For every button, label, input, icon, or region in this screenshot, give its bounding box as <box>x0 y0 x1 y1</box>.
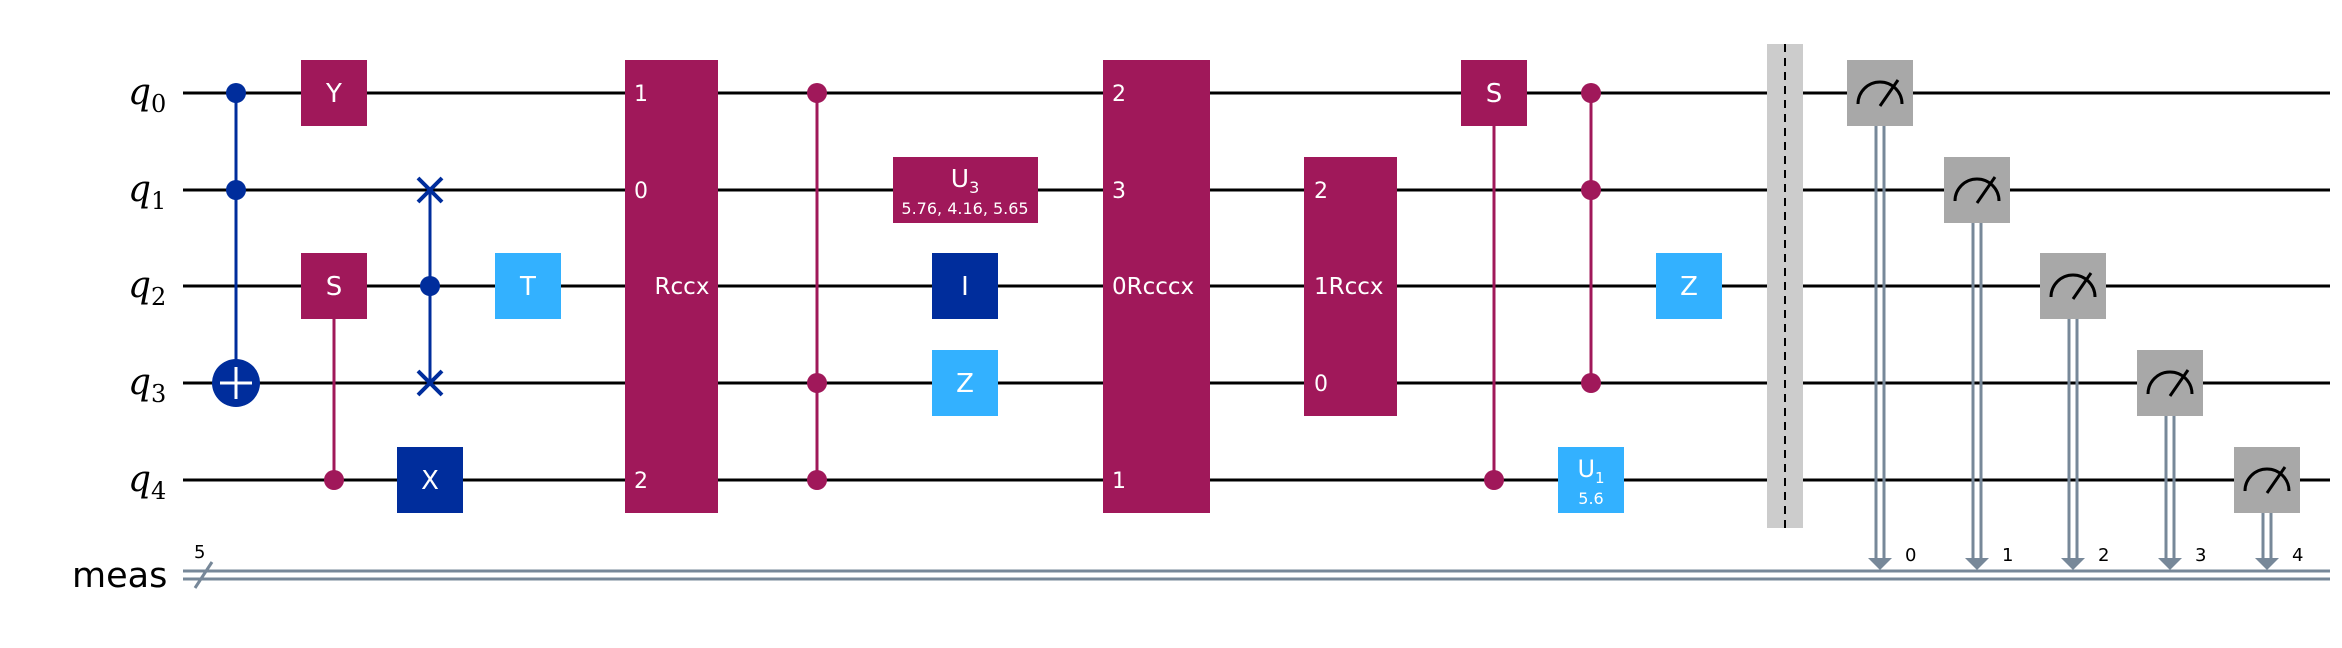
measure-gate-1: 1 <box>1944 157 2013 570</box>
mcx-gate <box>212 83 260 407</box>
gate-label: 1Rccx <box>1314 274 1384 300</box>
fredkin-gate <box>416 176 444 397</box>
z-gate: Z <box>932 350 998 416</box>
svg-text:I: I <box>961 272 969 302</box>
u1-gate: U1 5.6 <box>1558 447 1624 513</box>
qubit-label-index: 3 <box>151 380 166 408</box>
control-dot <box>1581 180 1601 200</box>
bundle-slash <box>193 561 214 589</box>
rcccx-gate: 2 3 1 0Rcccx <box>1103 60 1210 513</box>
rccx-gate: 1 0 2 Rccx <box>625 60 718 513</box>
control-dot <box>807 470 827 490</box>
gate-label-sub: 3 <box>969 178 979 197</box>
y-gate: Y <box>301 60 367 126</box>
controlled-s-gate-2: S <box>1461 60 1527 490</box>
swap-cross-icon <box>416 176 444 204</box>
gate-label: 0Rcccx <box>1112 274 1194 300</box>
svg-text:U3: U3 <box>951 164 980 197</box>
svg-text:q0: q0 <box>128 72 166 118</box>
meter-icon <box>2243 466 2291 494</box>
control-dot <box>324 470 344 490</box>
t-gate: T <box>495 253 561 319</box>
svg-text:q2: q2 <box>128 265 166 311</box>
svg-text:S: S <box>1486 79 1503 109</box>
svg-text:q3: q3 <box>128 362 166 408</box>
measure-gate-2: 2 <box>2040 253 2109 570</box>
svg-text:Z: Z <box>956 369 974 399</box>
pin-label: 1 <box>634 82 648 107</box>
measure-gate-4: 4 <box>2234 447 2303 570</box>
svg-text:T: T <box>519 272 536 302</box>
measure-gate-0: 0 <box>1847 60 1916 570</box>
qubit-label-name: q <box>128 72 151 113</box>
qubit-label-index: 1 <box>151 187 166 215</box>
qubit-label-index: 2 <box>151 283 166 311</box>
pin-label: 0 <box>1314 372 1328 397</box>
classical-bit-label: 3 <box>2195 545 2206 566</box>
rccx-gate-2: 2 0 1Rccx <box>1304 157 1397 416</box>
gate-params: 5.76, 4.16, 5.65 <box>901 199 1028 218</box>
qubit-label-name: q <box>128 459 151 500</box>
svg-text:X: X <box>421 466 439 496</box>
control-dot <box>226 83 246 103</box>
control-dot <box>226 180 246 200</box>
gate-params: 5.6 <box>1578 489 1603 508</box>
measure-gate-3: 3 <box>2137 350 2206 570</box>
control-dot <box>1581 83 1601 103</box>
controlled-s-gate: S <box>301 253 367 490</box>
classical-bit-label: 4 <box>2292 545 2303 566</box>
i-gate: I <box>932 253 998 319</box>
qubit-label-index: 4 <box>151 477 166 505</box>
classical-bit-label: 2 <box>2098 545 2109 566</box>
gate-label: Rccx <box>655 274 710 300</box>
classical-bit-label: 1 <box>2002 545 2013 566</box>
svg-text:q4: q4 <box>128 459 166 505</box>
qubit-label-index: 0 <box>151 90 166 118</box>
u3-gate: U3 5.76, 4.16, 5.65 <box>893 157 1038 223</box>
control-dot <box>1581 373 1601 393</box>
meter-icon <box>2146 369 2194 397</box>
gate-label: U <box>951 164 969 193</box>
pin-label: 2 <box>1314 179 1328 204</box>
classical-register-label: meas <box>72 556 167 596</box>
x-gate: X <box>397 447 463 513</box>
pin-label: 1 <box>1112 469 1126 494</box>
control-dot <box>420 276 440 296</box>
ccz-gate <box>807 83 827 490</box>
pin-label: 0 <box>634 179 648 204</box>
swap-cross-icon <box>416 369 444 397</box>
ccz-gate-2 <box>1581 83 1601 393</box>
pin-label: 2 <box>634 469 648 494</box>
svg-text:q1: q1 <box>128 169 166 215</box>
gate-label-sub: 1 <box>1595 469 1605 487</box>
control-dot <box>807 83 827 103</box>
meter-icon <box>2049 272 2097 300</box>
pin-label: 2 <box>1112 82 1126 107</box>
qubit-labels: q0 q1 q2 q3 q4 meas <box>72 72 167 596</box>
classical-wire: 5 <box>183 542 2330 589</box>
qubit-label-name: q <box>128 362 151 403</box>
control-dot <box>1484 470 1504 490</box>
svg-text:U1: U1 <box>1577 455 1604 487</box>
svg-text:S: S <box>326 272 343 302</box>
classical-bit-label: 0 <box>1905 545 1916 566</box>
barrier <box>1767 44 1803 528</box>
pin-label: 3 <box>1112 179 1126 204</box>
svg-text:Z: Z <box>1680 272 1698 302</box>
control-dot <box>807 373 827 393</box>
register-width: 5 <box>194 542 205 563</box>
qubit-label-name: q <box>128 169 151 210</box>
svg-text:Y: Y <box>325 79 342 109</box>
meter-icon <box>1856 79 1904 107</box>
gate-label: U <box>1577 455 1595 483</box>
qubit-label-name: q <box>128 265 151 306</box>
z-gate-2: Z <box>1656 253 1722 319</box>
meter-icon <box>1953 176 2001 204</box>
